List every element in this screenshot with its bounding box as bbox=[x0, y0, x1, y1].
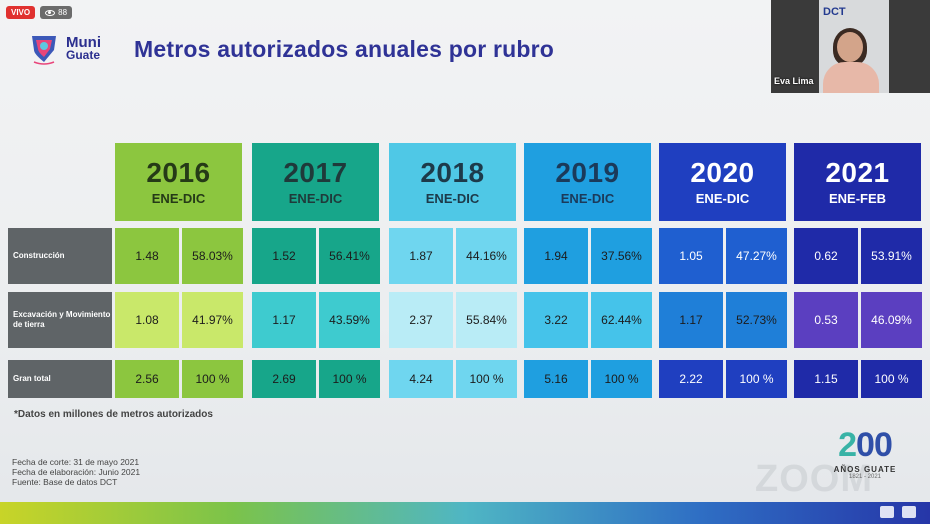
participant-name: Eva Lima bbox=[774, 76, 814, 86]
live-badge: VIVO bbox=[6, 6, 36, 19]
logo-line2: Guate bbox=[66, 48, 101, 62]
fullscreen-icon[interactable] bbox=[902, 506, 916, 518]
year-header-2017: 2017 ENE-DIC bbox=[252, 143, 379, 221]
eye-icon bbox=[45, 9, 56, 16]
value-cell: 1.87 bbox=[389, 228, 453, 284]
year-label: 2018 bbox=[420, 157, 485, 188]
year-label: 2020 bbox=[690, 157, 755, 188]
percent-cell: 41.97% bbox=[182, 292, 243, 348]
elaboration-date: Fecha de elaboración: Junio 2021 bbox=[12, 467, 141, 477]
anniversary-logo: 200 AÑOS GUATE 1821 - 2021 bbox=[820, 426, 910, 480]
row-label: Construcción bbox=[8, 228, 112, 284]
value-cell: 1.15 bbox=[794, 360, 858, 398]
screen-control-icon[interactable] bbox=[880, 506, 894, 518]
viewer-count-value: 88 bbox=[58, 8, 68, 17]
percent-cell: 100 % bbox=[182, 360, 243, 398]
zoom-watermark: ZOOM bbox=[755, 458, 873, 500]
percent-cell: 53.91% bbox=[861, 228, 922, 284]
data-source: Fuente: Base de datos DCT bbox=[12, 477, 118, 487]
source-info: Fecha de corte: 31 de mayo 2021 Fecha de… bbox=[12, 457, 140, 487]
percent-cell: 100 % bbox=[861, 360, 922, 398]
percent-cell: 100 % bbox=[319, 360, 380, 398]
year-label: 2017 bbox=[283, 157, 348, 188]
year-header-2016: 2016 ENE-DIC bbox=[115, 143, 242, 221]
anniversary-subtitle: AÑOS GUATE bbox=[833, 465, 897, 474]
value-cell: 2.56 bbox=[115, 360, 179, 398]
anniversary-digit-a: 2 bbox=[838, 426, 857, 464]
percent-cell: 43.59% bbox=[319, 292, 380, 348]
period-label: ENE-DIC bbox=[560, 191, 615, 206]
year-header-2019: 2019 ENE-DIC bbox=[524, 143, 651, 221]
live-indicator: VIVO 88 bbox=[6, 6, 73, 19]
cutoff-date: Fecha de corte: 31 de mayo 2021 bbox=[12, 457, 140, 467]
percent-cell: 46.09% bbox=[861, 292, 922, 348]
value-cell: 2.69 bbox=[252, 360, 316, 398]
period-label: ENE-DIC bbox=[151, 191, 206, 206]
percent-cell: 47.27% bbox=[726, 228, 787, 284]
value-cell: 2.22 bbox=[659, 360, 723, 398]
period-label: ENE-DIC bbox=[695, 191, 750, 206]
value-cell: 2.37 bbox=[389, 292, 453, 348]
muni-guate-logo: Muni Guate bbox=[28, 32, 101, 66]
value-cell: 1.08 bbox=[115, 292, 179, 348]
participant-video-tile[interactable]: DCT Eva Lima bbox=[771, 0, 930, 93]
percent-cell: 62.44% bbox=[591, 292, 652, 348]
value-cell: 1.48 bbox=[115, 228, 179, 284]
percent-cell: 58.03% bbox=[182, 228, 243, 284]
value-cell: 1.52 bbox=[252, 228, 316, 284]
percent-cell: 100 % bbox=[591, 360, 652, 398]
year-label: 2016 bbox=[146, 157, 211, 188]
percent-cell: 100 % bbox=[726, 360, 787, 398]
value-cell: 4.24 bbox=[389, 360, 453, 398]
percent-cell: 52.73% bbox=[726, 292, 787, 348]
value-cell: 1.94 bbox=[524, 228, 588, 284]
muni-guate-crest-icon bbox=[32, 36, 56, 65]
dct-logo: DCT bbox=[823, 6, 846, 18]
period-label: ENE-DIC bbox=[288, 191, 343, 206]
percent-cell: 55.84% bbox=[456, 292, 517, 348]
row-label: Excavación y Movimiento de tierra bbox=[8, 292, 112, 348]
value-cell: 5.16 bbox=[524, 360, 588, 398]
slide-title: Metros autorizados anuales por rubro bbox=[134, 36, 554, 62]
value-cell: 1.17 bbox=[659, 292, 723, 348]
value-cell: 0.62 bbox=[794, 228, 858, 284]
percent-cell: 44.16% bbox=[456, 228, 517, 284]
year-label: 2019 bbox=[555, 157, 620, 188]
value-cell: 3.22 bbox=[524, 292, 588, 348]
year-header-2020: 2020 ENE-DIC bbox=[659, 143, 786, 221]
year-header-2021: 2021 ENE-FEB bbox=[794, 143, 921, 221]
value-cell: 1.17 bbox=[252, 292, 316, 348]
period-label: ENE-DIC bbox=[425, 191, 480, 206]
footnote: *Datos en millones de metros autorizados bbox=[14, 409, 213, 420]
period-label: ENE-FEB bbox=[828, 191, 887, 206]
year-header-2018: 2018 ENE-DIC bbox=[389, 143, 516, 221]
percent-cell: 100 % bbox=[456, 360, 517, 398]
bottom-color-bar bbox=[0, 502, 930, 524]
anniversary-digit-b: 00 bbox=[856, 426, 893, 464]
logo-line1: Muni bbox=[66, 34, 101, 51]
anniversary-years: 1821 - 2021 bbox=[848, 474, 882, 480]
percent-cell: 56.41% bbox=[319, 228, 380, 284]
percent-cell: 37.56% bbox=[591, 228, 652, 284]
value-cell: 0.53 bbox=[794, 292, 858, 348]
value-cell: 1.05 bbox=[659, 228, 723, 284]
year-label: 2021 bbox=[825, 157, 890, 188]
row-label: Gran total bbox=[8, 360, 112, 398]
viewer-count: 88 bbox=[40, 6, 73, 19]
